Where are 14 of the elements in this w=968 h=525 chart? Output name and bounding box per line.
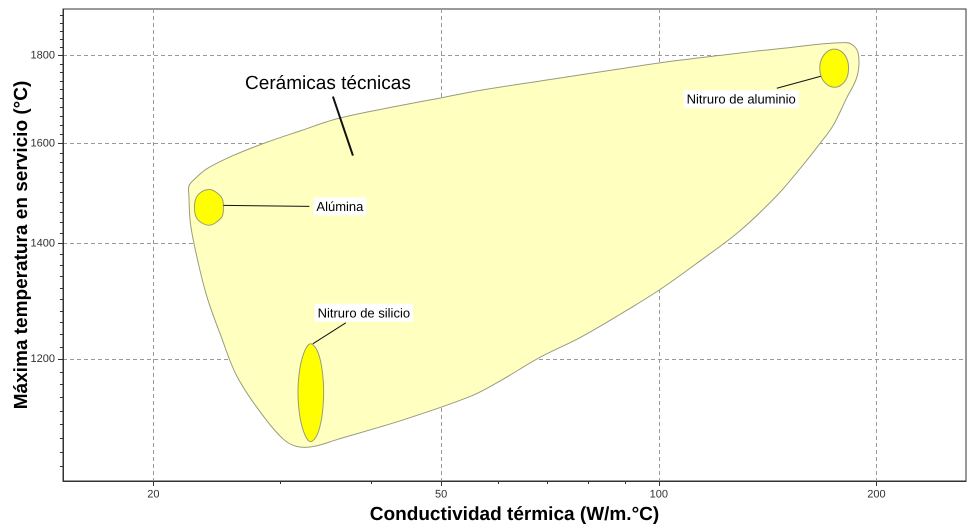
y-tick-label: 1400: [30, 238, 55, 250]
y-tick-label: 1800: [30, 49, 55, 62]
x-tick-label: 200: [867, 488, 886, 500]
x-tick-label: 50: [434, 488, 448, 500]
x-tick-label: 100: [650, 488, 668, 500]
y-tick-label: 1200: [30, 353, 55, 366]
text: Alúmina: [316, 198, 364, 214]
series-label: Nitruro de silicio: [318, 305, 410, 320]
y-tick-label: 1600: [30, 138, 55, 150]
text: Nitruro de aluminio: [686, 92, 796, 107]
y-axis-title: Máxima temperatura en servicio (°C): [11, 80, 32, 410]
x-tick-label: 20: [147, 488, 160, 500]
series-label: Cerámicas técnicas: [245, 73, 411, 94]
x-axis-title: Conductividad térmica (W/m.°C): [370, 504, 660, 525]
